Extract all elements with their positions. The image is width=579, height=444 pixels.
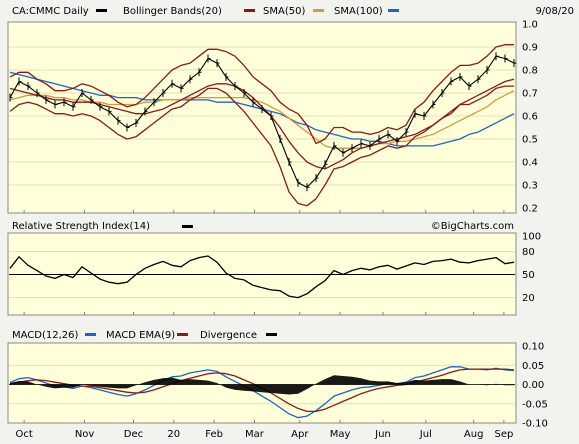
x-axis: Oct Nov Dec 20 Feb Mar Apr May Jun Jul Aug Sep [15, 210, 513, 440]
rsi-y-axis: 100 80 50 20 [522, 232, 541, 305]
price-y-tick-label: 0.4 [522, 158, 538, 169]
macd-y-tick-label: -0.05 [522, 399, 548, 410]
x-tick-label: 20 [167, 429, 180, 440]
legend-bollinger: Bollinger Bands(20) [123, 6, 222, 17]
x-tick-label: Nov [75, 429, 95, 440]
legend-swatch-price [96, 9, 107, 12]
legend-swatch-sma50 [313, 9, 324, 12]
chart-date: 9/08/20 [535, 6, 574, 17]
legend-swatch-divergence [266, 333, 277, 336]
price-y-tick-label: 0.9 [522, 43, 538, 54]
price-panel [7, 21, 517, 214]
macd-line-macd [9, 366, 515, 419]
macd-y-tick-label: 0.00 [522, 380, 544, 391]
x-tick-label: Oct [15, 429, 32, 440]
macd-y-tick-label: 0.05 [522, 361, 544, 372]
x-tick-label: Apr [291, 429, 309, 440]
legend-swatch-bollinger [244, 9, 255, 12]
x-tick-label: Feb [205, 429, 223, 440]
price-y-tick-label: 1.0 [522, 20, 538, 31]
price-y-tick-label: 0.7 [522, 89, 538, 100]
price-line-bollinger-lower [9, 85, 514, 207]
macd-y-tick-label: 0.10 [522, 342, 544, 353]
price-y-tick-label: 0.2 [522, 204, 538, 215]
legend-swatch-macd-ema [177, 333, 188, 336]
x-tick-label: Mar [245, 429, 265, 440]
price-y-tick-label: 0.6 [522, 112, 538, 123]
rsi-y-tick-label: 80 [522, 247, 535, 258]
x-tick-label: Dec [124, 429, 143, 440]
price-series [9, 44, 517, 207]
price-y-axis: 1.0 0.9 0.8 0.7 0.6 0.5 0.4 0.3 0.2 [522, 20, 538, 215]
watermark: ©BigCharts.com [431, 221, 514, 232]
x-tick-label: Sep [494, 429, 513, 440]
price-y-tick-label: 0.8 [522, 66, 538, 77]
rsi-series [9, 255, 515, 299]
macd-series [9, 366, 515, 419]
price-title: CA:CMMC Daily [12, 6, 89, 17]
legend-sma50: SMA(50) [263, 6, 305, 17]
price-y-tick-label: 0.3 [522, 181, 538, 192]
legend-macd-ema: MACD EMA(9) [106, 330, 175, 341]
legend-swatch-sma100 [388, 9, 399, 12]
macd-title: MACD(12,26) [12, 330, 79, 341]
macd-y-tick-label: -0.10 [522, 419, 548, 430]
rsi-line-rsi [9, 255, 515, 299]
rsi-title: Relative Strength Index(14) [12, 221, 150, 232]
x-tick-label: May [330, 429, 351, 440]
price-y-tick-label: 0.5 [522, 135, 538, 146]
legend-divergence: Divergence [200, 330, 257, 341]
x-tick-label: Jul [419, 429, 432, 440]
x-tick-label: Jun [374, 429, 391, 440]
legend-swatch-rsi [182, 225, 193, 228]
rsi-y-tick-label: 100 [522, 232, 541, 243]
legend-sma100: SMA(100) [334, 6, 383, 17]
rsi-y-tick-label: 20 [522, 293, 535, 304]
x-tick-label: Aug [464, 429, 484, 440]
legend-swatch-macd [85, 333, 96, 336]
price-line-bollinger-upper [9, 44, 514, 145]
macd-y-axis: 0.10 0.05 0.00 -0.05 -0.10 [522, 342, 548, 430]
rsi-y-tick-label: 50 [522, 270, 535, 281]
